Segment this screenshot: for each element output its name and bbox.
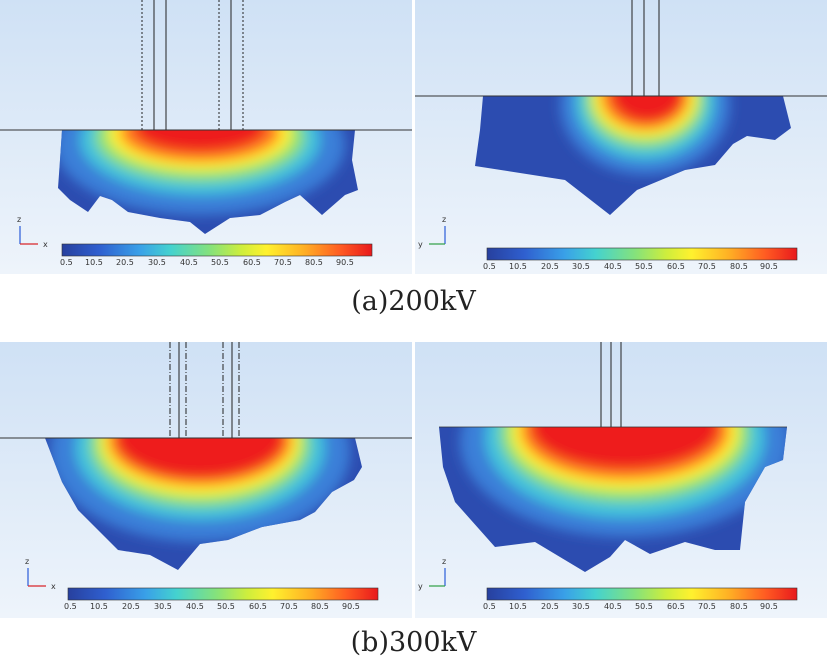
contour-plot-a-right: z y 0.5 10.5 20.5 30.5 40.5 50.5 60.5 70… bbox=[415, 0, 827, 274]
contour-plot-b-right: z y 0.5 10.5 20.5 30.5 40.5 50.5 60.5 70… bbox=[415, 342, 827, 618]
svg-text:y: y bbox=[418, 582, 423, 591]
colorbar bbox=[61, 243, 373, 257]
contour-plot-a-left: z x 0.5 10.5 20.5 30.5 40.5 50.5 60.5 70… bbox=[0, 0, 412, 274]
svg-text:70.5: 70.5 bbox=[698, 262, 716, 271]
svg-text:90.5: 90.5 bbox=[342, 602, 360, 611]
svg-text:20.5: 20.5 bbox=[541, 262, 559, 271]
svg-text:70.5: 70.5 bbox=[698, 602, 716, 611]
svg-text:40.5: 40.5 bbox=[604, 262, 622, 271]
svg-text:60.5: 60.5 bbox=[667, 262, 685, 271]
svg-text:50.5: 50.5 bbox=[635, 602, 653, 611]
electrode-probes bbox=[169, 342, 240, 438]
svg-text:0.5: 0.5 bbox=[60, 258, 73, 267]
svg-text:x: x bbox=[51, 582, 56, 591]
svg-text:60.5: 60.5 bbox=[243, 258, 261, 267]
svg-text:x: x bbox=[43, 240, 48, 249]
svg-text:z: z bbox=[25, 557, 29, 566]
svg-text:80.5: 80.5 bbox=[311, 602, 329, 611]
svg-text:90.5: 90.5 bbox=[760, 262, 778, 271]
caption-a: (a)200kV bbox=[351, 286, 476, 317]
svg-text:20.5: 20.5 bbox=[541, 602, 559, 611]
svg-text:10.5: 10.5 bbox=[90, 602, 108, 611]
svg-text:50.5: 50.5 bbox=[211, 258, 229, 267]
axes-triad: z x bbox=[17, 215, 48, 249]
axes-triad: z y bbox=[418, 215, 446, 249]
svg-text:40.5: 40.5 bbox=[186, 602, 204, 611]
svg-text:10.5: 10.5 bbox=[85, 258, 103, 267]
panel-b-right: z y 0.5 10.5 20.5 30.5 40.5 50.5 60.5 70… bbox=[415, 342, 827, 618]
svg-text:z: z bbox=[442, 557, 446, 566]
svg-text:40.5: 40.5 bbox=[604, 602, 622, 611]
svg-text:0.5: 0.5 bbox=[483, 602, 496, 611]
caption-b: (b)300kV bbox=[350, 627, 477, 658]
colorbar bbox=[67, 587, 379, 601]
colorbar bbox=[486, 587, 798, 601]
field-region bbox=[58, 130, 358, 234]
svg-text:50.5: 50.5 bbox=[217, 602, 235, 611]
svg-text:z: z bbox=[442, 215, 446, 224]
colorbar-ticks: 0.5 10.5 20.5 30.5 40.5 50.5 60.5 70.5 8… bbox=[483, 262, 778, 271]
panel-b-left: z x 0.5 10.5 20.5 30.5 40.5 50.5 60.5 70… bbox=[0, 342, 412, 618]
svg-text:60.5: 60.5 bbox=[249, 602, 267, 611]
svg-text:0.5: 0.5 bbox=[483, 262, 496, 271]
svg-text:90.5: 90.5 bbox=[760, 602, 778, 611]
colorbar bbox=[486, 247, 798, 261]
contour-plot-b-left: z x 0.5 10.5 20.5 30.5 40.5 50.5 60.5 70… bbox=[0, 342, 412, 618]
svg-text:20.5: 20.5 bbox=[116, 258, 134, 267]
panel-a-left: z x 0.5 10.5 20.5 30.5 40.5 50.5 60.5 70… bbox=[0, 0, 412, 274]
electrode-probes bbox=[631, 0, 660, 96]
svg-text:70.5: 70.5 bbox=[274, 258, 292, 267]
colorbar-ticks: 0.5 10.5 20.5 30.5 40.5 50.5 60.5 70.5 8… bbox=[64, 602, 360, 611]
colorbar-ticks: 0.5 10.5 20.5 30.5 40.5 50.5 60.5 70.5 8… bbox=[483, 602, 778, 611]
panel-a-right: z y 0.5 10.5 20.5 30.5 40.5 50.5 60.5 70… bbox=[415, 0, 827, 274]
electrode-probes bbox=[600, 342, 622, 427]
svg-text:50.5: 50.5 bbox=[635, 262, 653, 271]
field-region bbox=[439, 427, 787, 572]
svg-text:30.5: 30.5 bbox=[154, 602, 172, 611]
svg-text:30.5: 30.5 bbox=[148, 258, 166, 267]
electrode-probes bbox=[141, 0, 244, 130]
svg-text:60.5: 60.5 bbox=[667, 602, 685, 611]
field-region bbox=[45, 438, 362, 570]
svg-text:y: y bbox=[418, 240, 423, 249]
svg-text:80.5: 80.5 bbox=[730, 602, 748, 611]
svg-text:10.5: 10.5 bbox=[509, 262, 527, 271]
axes-triad: z y bbox=[418, 557, 446, 591]
svg-text:10.5: 10.5 bbox=[509, 602, 527, 611]
svg-text:80.5: 80.5 bbox=[305, 258, 323, 267]
svg-text:70.5: 70.5 bbox=[280, 602, 298, 611]
svg-text:40.5: 40.5 bbox=[180, 258, 198, 267]
svg-text:0.5: 0.5 bbox=[64, 602, 77, 611]
colorbar-ticks: 0.5 10.5 20.5 30.5 40.5 50.5 60.5 70.5 8… bbox=[60, 258, 354, 267]
svg-text:z: z bbox=[17, 215, 21, 224]
axes-triad: z x bbox=[25, 557, 56, 591]
svg-text:30.5: 30.5 bbox=[572, 262, 590, 271]
svg-text:90.5: 90.5 bbox=[336, 258, 354, 267]
svg-text:30.5: 30.5 bbox=[572, 602, 590, 611]
svg-text:20.5: 20.5 bbox=[122, 602, 140, 611]
svg-text:80.5: 80.5 bbox=[730, 262, 748, 271]
